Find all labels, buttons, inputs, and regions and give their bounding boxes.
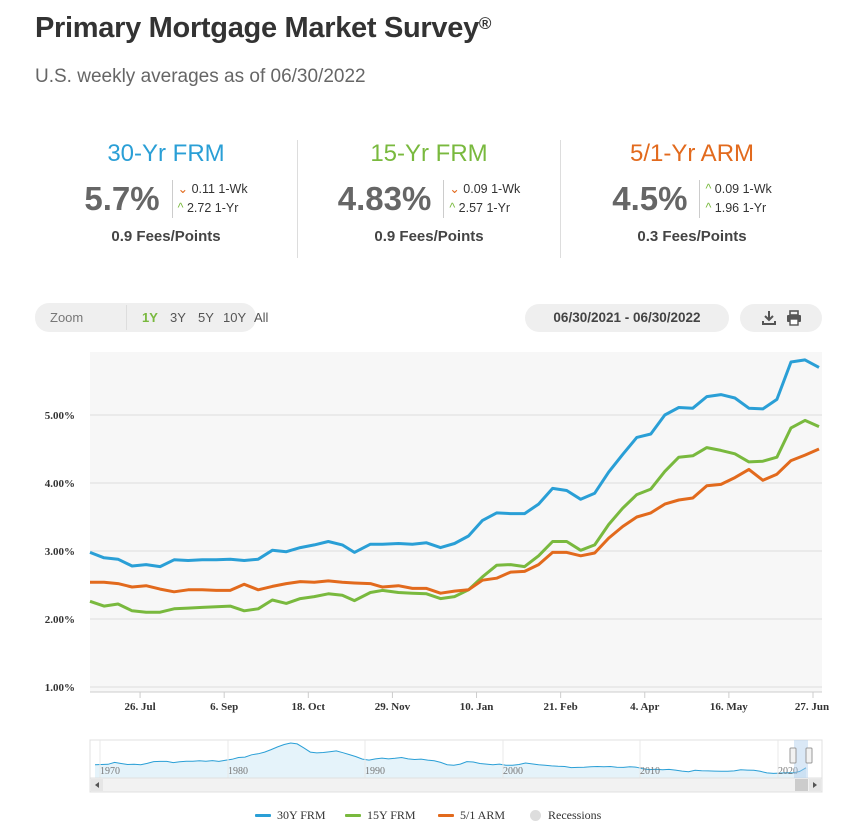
x-tick-label: 21. Feb: [544, 701, 578, 713]
date-range-input[interactable]: 06/30/2021 - 06/30/2022: [525, 304, 729, 332]
download-icon[interactable]: [761, 310, 777, 326]
chevron-right-icon: [813, 782, 817, 788]
panel-divider: [297, 140, 298, 258]
navigator-year-label: 1980: [228, 766, 248, 777]
zoom-label: Zoom: [50, 310, 84, 325]
navigator-selection[interactable]: [794, 740, 808, 778]
weekly-change: 0.09 1-Wk: [714, 182, 772, 196]
rate-panel-arm: 5/1-Yr ARM 4.5% ^ 0.09 1-Wk ^ 1.96 1-Yr …: [561, 140, 823, 260]
x-tick-label: 16. May: [710, 701, 748, 713]
series-line-0[interactable]: [89, 358, 820, 569]
navigator-year-label: 1990: [365, 766, 385, 777]
rate-name: 5/1-Yr ARM: [629, 140, 755, 167]
arrow-down-icon: ⌄: [449, 182, 460, 196]
fees-points: 0.9 Fees/Points: [111, 228, 221, 245]
arrow-up-icon: ^: [177, 201, 184, 215]
rate-panel-15yr: 15-Yr FRM 4.83% ⌄ 0.09 1-Wk ^ 2.57 1-Yr …: [298, 140, 560, 260]
chevron-left-icon: [95, 782, 99, 788]
rate-value: 4.5%: [612, 180, 688, 217]
zoom-3y-button[interactable]: 3Y: [170, 310, 186, 325]
navigator-scrollbar[interactable]: [89, 777, 823, 793]
zoom-1y-button[interactable]: 1Y: [142, 310, 158, 325]
rate-panel-30yr: 30-Yr FRM 5.7% ⌄ 0.11 1-Wk ^ 2.72 1-Yr 0…: [35, 140, 297, 260]
arrow-up-icon: ^: [449, 201, 456, 215]
navigator-line: [94, 742, 807, 774]
zoom-5y-button[interactable]: 5Y: [198, 310, 214, 325]
legend-label: 15Y FRM: [367, 808, 416, 822]
weekly-change: 0.09 1-Wk: [463, 182, 521, 196]
print-icon[interactable]: [786, 310, 802, 326]
scroll-thumb[interactable]: [795, 779, 808, 791]
legend-label: 5/1 ARM: [460, 808, 506, 822]
x-tick-label: 29. Nov: [375, 701, 411, 713]
legend-item-arm[interactable]: 5/1 ARM: [438, 808, 505, 823]
navigator[interactable]: 1970 1980 1990 2000 2010 2020: [0, 735, 846, 797]
navigator-year-label: 2010: [640, 766, 660, 777]
series-line-1[interactable]: [89, 418, 820, 614]
fees-points: 0.3 Fees/Points: [637, 228, 747, 245]
page-subtitle: U.S. weekly averages as of 06/30/2022: [35, 66, 366, 87]
legend-label: Recessions: [548, 808, 602, 822]
x-tick-label: 6. Sep: [210, 701, 238, 713]
navigator-left-handle[interactable]: [789, 747, 797, 764]
panel-divider: [560, 140, 561, 258]
rate-name: 15-Yr FRM: [370, 140, 488, 167]
plot-background: [90, 352, 822, 692]
legend-label: 30Y FRM: [277, 808, 326, 822]
yearly-change: 2.72 1-Yr: [186, 201, 239, 215]
legend-item-15y[interactable]: 15Y FRM: [345, 808, 416, 823]
arrow-up-icon: ^: [705, 201, 712, 215]
series-line-2[interactable]: [90, 447, 820, 595]
y-tick-label: 1.00%: [45, 682, 75, 694]
navigator-year-label: 2020: [778, 766, 798, 777]
x-tick-label: 4. Apr: [630, 701, 659, 713]
navigator-year-label: 1970: [100, 766, 120, 777]
navigator-year-label: 2000: [503, 766, 523, 777]
x-tick-label: 18. Oct: [291, 701, 325, 713]
rate-value: 5.7%: [84, 180, 160, 217]
navigator-area: [95, 743, 806, 778]
x-tick-label: 10. Jan: [460, 701, 494, 713]
yearly-change: 2.57 1-Yr: [458, 201, 511, 215]
weekly-change: 0.11 1-Wk: [191, 182, 248, 196]
y-tick-label: 3.00%: [45, 546, 75, 558]
y-tick-label: 2.00%: [45, 614, 75, 626]
zoom-bar: Zoom 1Y 3Y 5Y 10Y All: [35, 303, 268, 332]
arrow-down-icon: ⌄: [177, 182, 189, 196]
mortgage-rate-chart: 1.00% 2.00% 3.00% 4.00% 5.00% 26. Jul 6. Sep 1…: [45, 352, 829, 713]
legend-item-30y[interactable]: 30Y FRM: [255, 808, 326, 823]
fees-points: 0.9 Fees/Points: [374, 228, 484, 245]
rate-value: 4.83%: [337, 180, 432, 217]
zoom-all-button[interactable]: All: [254, 310, 269, 325]
chart-tools: [740, 304, 822, 332]
page-title: Primary Mortgage Market Survey®: [35, 12, 492, 44]
y-tick-label: 4.00%: [45, 478, 75, 490]
arrow-up-icon: ^: [705, 182, 712, 196]
x-tick-label: 26. Jul: [124, 701, 155, 713]
navigator-right-handle[interactable]: [805, 747, 813, 764]
yearly-change: 1.96 1-Yr: [714, 201, 767, 215]
rate-name: 30-Yr FRM: [107, 140, 225, 167]
x-tick-label: 27. Jun: [795, 701, 829, 713]
y-tick-label: 5.00%: [45, 410, 75, 422]
zoom-10y-button[interactable]: 10Y: [223, 310, 247, 325]
legend-item-recessions[interactable]: Recessions: [530, 808, 601, 823]
